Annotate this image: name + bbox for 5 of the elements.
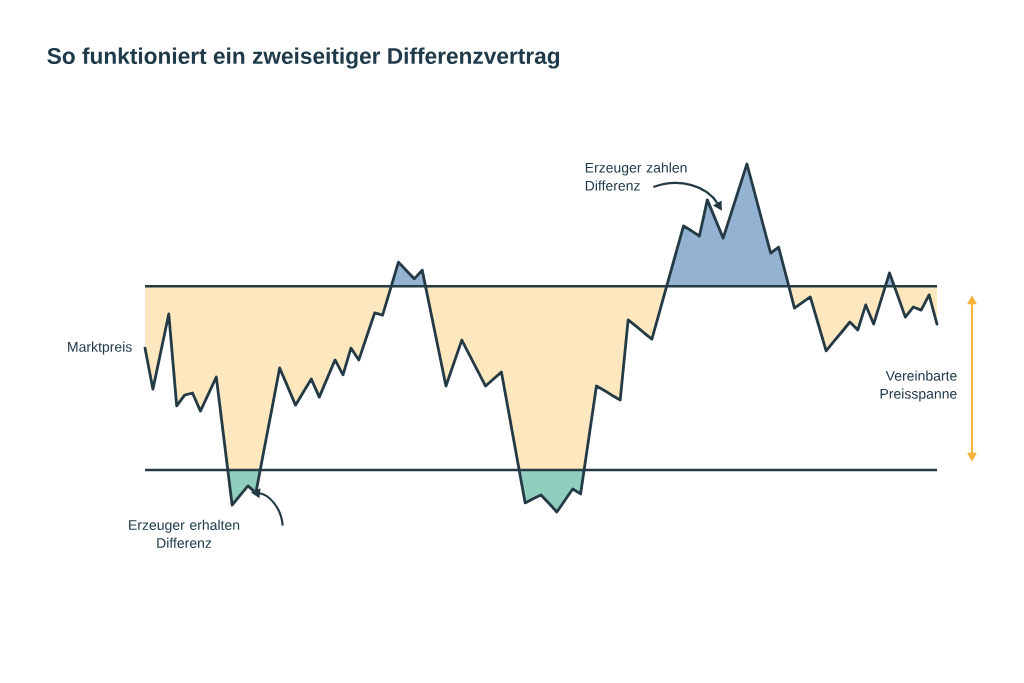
chart-title: So funktioniert ein zweiseitiger Differenzvertrag [47, 47, 560, 69]
annotation: Vereinbarte Preisspanne [880, 370, 957, 402]
series-label: Marktpreis [68, 341, 132, 355]
annotation: Erzeuger zahlen Differenz [585, 162, 687, 191]
text: Erzeuger erhalten Differenz [129, 519, 240, 548]
